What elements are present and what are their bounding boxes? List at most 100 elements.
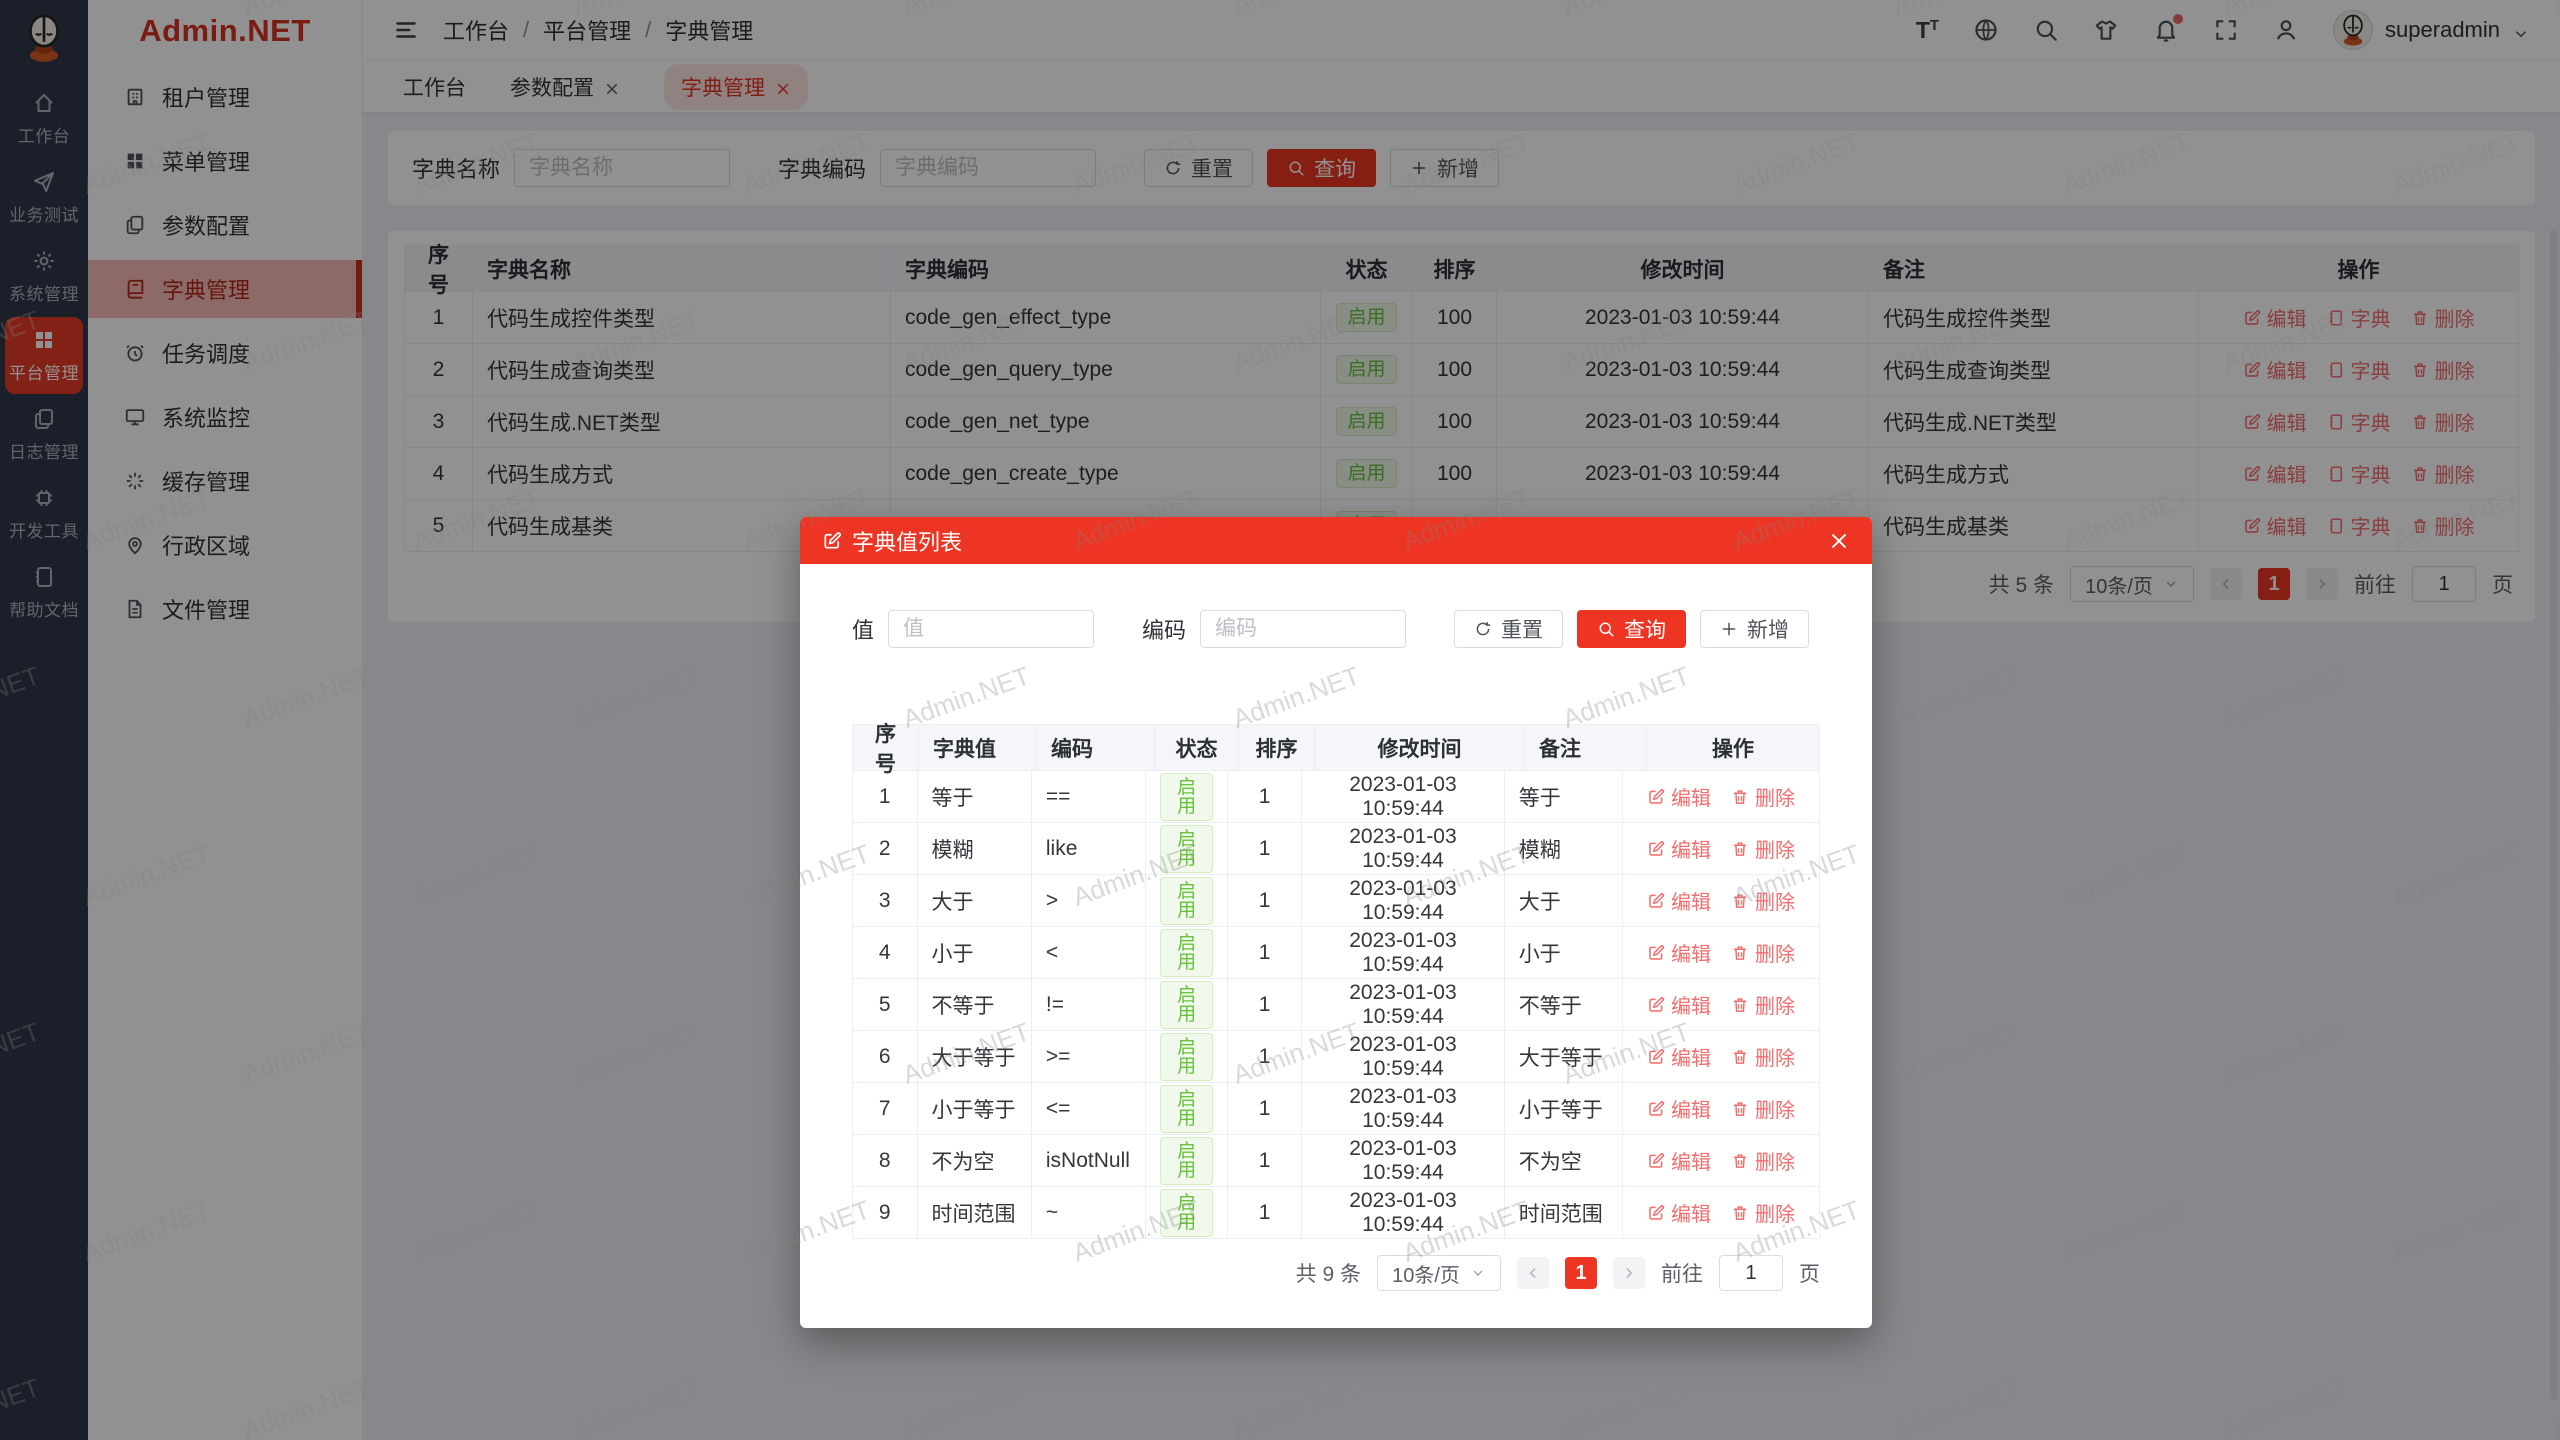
delete-button[interactable]: 删除 bbox=[1731, 834, 1795, 863]
status-badge: 启用 bbox=[1160, 772, 1214, 821]
dict-button[interactable]: 字典 bbox=[2327, 355, 2391, 384]
rail-item-system-mgmt[interactable]: 系统管理 bbox=[5, 238, 83, 315]
goto-page-input[interactable] bbox=[2412, 566, 2476, 602]
dict-button[interactable]: 字典 bbox=[2327, 407, 2391, 436]
rail-item-platform-mgmt[interactable]: 平台管理 bbox=[5, 317, 83, 394]
table-row: 5 不等于 != 启用 1 2023-01-03 10:59:44 不等于 编辑… bbox=[853, 979, 1820, 1031]
sidebar-item-admin-region[interactable]: 行政区域 bbox=[88, 516, 362, 574]
edit-button[interactable]: 编辑 bbox=[1647, 1198, 1711, 1227]
edit-button[interactable]: 编辑 bbox=[1647, 886, 1711, 915]
delete-button[interactable]: 删除 bbox=[1731, 1146, 1795, 1175]
table-row: 3 大于 > 启用 1 2023-01-03 10:59:44 大于 编辑 删除 bbox=[853, 875, 1820, 927]
search-button[interactable]: 查询 bbox=[1267, 149, 1377, 187]
breadcrumb-item-workbench[interactable]: 工作台 bbox=[443, 19, 510, 44]
user-menu[interactable]: superadmin bbox=[2333, 10, 2530, 50]
dict-name-input[interactable] bbox=[514, 149, 731, 187]
delete-button[interactable]: 删除 bbox=[2411, 355, 2475, 384]
sidebar-item-sys-monitor[interactable]: 系统监控 bbox=[88, 388, 362, 446]
scrollbar[interactable] bbox=[2550, 230, 2558, 1400]
rail-item-log-mgmt[interactable]: 日志管理 bbox=[5, 396, 83, 473]
edit-button[interactable]: 编辑 bbox=[1647, 782, 1711, 811]
breadcrumb-separator: / bbox=[645, 17, 652, 42]
sidebar-item-cache-mgmt[interactable]: 缓存管理 bbox=[88, 452, 362, 510]
rail-item-label: 系统管理 bbox=[9, 285, 79, 304]
edit-button[interactable]: 编辑 bbox=[2243, 303, 2307, 332]
dict-code-input[interactable] bbox=[880, 149, 1097, 187]
delete-button[interactable]: 删除 bbox=[1731, 1042, 1795, 1071]
sidebar-item-task-schedule[interactable]: 任务调度 bbox=[88, 324, 362, 382]
reset-button[interactable]: 重置 bbox=[1454, 610, 1564, 648]
delete-button[interactable]: 删除 bbox=[2411, 459, 2475, 488]
dict-button[interactable]: 字典 bbox=[2327, 459, 2391, 488]
edit-button[interactable]: 编辑 bbox=[1647, 938, 1711, 967]
search-button[interactable]: 查询 bbox=[1577, 610, 1687, 648]
notification-bell-icon[interactable] bbox=[2153, 14, 2184, 43]
edit-button[interactable]: 编辑 bbox=[2243, 459, 2307, 488]
value-input[interactable] bbox=[888, 610, 1095, 648]
dict-button[interactable]: 字典 bbox=[2327, 511, 2391, 540]
rail-item-help-docs[interactable]: 帮助文档 bbox=[5, 554, 83, 631]
delete-button[interactable]: 删除 bbox=[2411, 407, 2475, 436]
breadcrumb-item-platform-mgmt[interactable]: 平台管理 bbox=[543, 19, 632, 44]
delete-button[interactable]: 删除 bbox=[1731, 886, 1795, 915]
tab-dict-mgmt[interactable]: 字典管理 bbox=[664, 63, 808, 110]
value-label: 值 bbox=[852, 618, 875, 643]
dict-code-label: 字典编码 bbox=[778, 157, 867, 182]
trash-icon bbox=[1731, 1204, 1749, 1222]
rail-item-business-test[interactable]: 业务测试 bbox=[5, 159, 83, 236]
goto-page-input[interactable] bbox=[1719, 1255, 1783, 1291]
delete-button[interactable]: 删除 bbox=[2411, 511, 2475, 540]
edit-button[interactable]: 编辑 bbox=[1647, 1146, 1711, 1175]
rail-item-workbench[interactable]: 工作台 bbox=[5, 80, 83, 157]
sidebar-item-label: 租户管理 bbox=[162, 86, 251, 111]
edit-icon bbox=[1647, 1204, 1665, 1222]
sidebar-item-menu-mgmt[interactable]: 菜单管理 bbox=[88, 132, 362, 190]
brand-title: Admin.NET bbox=[139, 13, 311, 48]
edit-button[interactable]: 编辑 bbox=[1647, 1042, 1711, 1071]
edit-button[interactable]: 编辑 bbox=[1647, 990, 1711, 1019]
sidebar-item-file-mgmt[interactable]: 文件管理 bbox=[88, 580, 362, 638]
delete-button[interactable]: 删除 bbox=[1731, 1094, 1795, 1123]
page-number-button[interactable]: 1 bbox=[2258, 568, 2290, 600]
delete-button[interactable]: 删除 bbox=[1731, 938, 1795, 967]
tab-workbench[interactable]: 工作台 bbox=[403, 76, 466, 100]
edit-button[interactable]: 编辑 bbox=[2243, 511, 2307, 540]
prev-page-button[interactable] bbox=[1517, 1257, 1549, 1289]
rail-item-dev-tools[interactable]: 开发工具 bbox=[5, 475, 83, 552]
reset-button[interactable]: 重置 bbox=[1144, 149, 1254, 187]
delete-button[interactable]: 删除 bbox=[2411, 303, 2475, 332]
delete-button[interactable]: 删除 bbox=[1731, 990, 1795, 1019]
page-size-select[interactable]: 10条/页 bbox=[2070, 566, 2194, 602]
dict-button[interactable]: 字典 bbox=[2327, 303, 2391, 332]
page-number-button[interactable]: 1 bbox=[1565, 1257, 1597, 1289]
edit-button[interactable]: 编辑 bbox=[1647, 834, 1711, 863]
avatar bbox=[2333, 10, 2374, 50]
edit-button[interactable]: 编辑 bbox=[2243, 355, 2307, 384]
sidebar-item-param-config[interactable]: 参数配置 bbox=[88, 196, 362, 254]
page-size-select[interactable]: 10条/页 bbox=[1377, 1255, 1501, 1291]
sidebar-item-dict-mgmt[interactable]: 字典管理 bbox=[88, 260, 362, 318]
edit-button[interactable]: 编辑 bbox=[1647, 1094, 1711, 1123]
edit-button[interactable]: 编辑 bbox=[2243, 407, 2307, 436]
sidebar-item-label: 文件管理 bbox=[162, 598, 251, 623]
dialog-title: 字典值列表 bbox=[822, 525, 962, 557]
sidebar-item-tenant-mgmt[interactable]: 租户管理 bbox=[88, 68, 362, 126]
modal-search-toolbar: 值 编码 重置 查询 新增 bbox=[852, 610, 1820, 648]
trash-icon bbox=[1731, 996, 1749, 1014]
chevron-left-icon bbox=[1525, 1265, 1541, 1281]
next-page-button[interactable] bbox=[1613, 1257, 1645, 1289]
add-button[interactable]: 新增 bbox=[1700, 610, 1810, 648]
add-button[interactable]: 新增 bbox=[1390, 149, 1500, 187]
tab-param-config[interactable]: 参数配置 bbox=[510, 72, 620, 102]
close-icon[interactable] bbox=[1828, 530, 1850, 552]
prev-page-button[interactable] bbox=[2210, 568, 2242, 600]
delete-button[interactable]: 删除 bbox=[1731, 782, 1795, 811]
table-body: 1 等于 == 启用 1 2023-01-03 10:59:44 等于 编辑 删… bbox=[853, 771, 1820, 1239]
code-input[interactable] bbox=[1200, 610, 1407, 648]
next-page-button[interactable] bbox=[2306, 568, 2338, 600]
delete-button[interactable]: 删除 bbox=[1731, 1198, 1795, 1227]
trash-icon bbox=[1731, 1152, 1749, 1170]
